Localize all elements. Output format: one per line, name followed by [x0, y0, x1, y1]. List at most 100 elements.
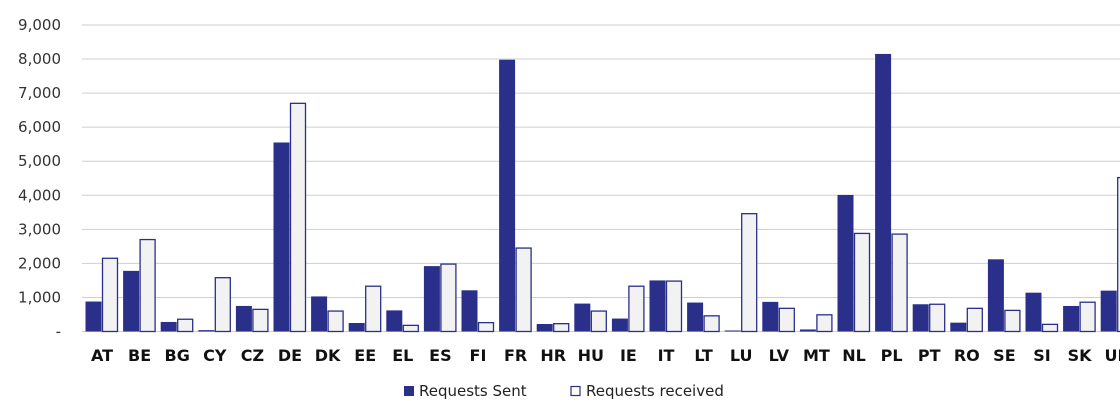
- x-tick-label: SE: [993, 346, 1015, 365]
- bar-requests-sent-mt: [799, 329, 816, 332]
- bars: [85, 53, 1120, 333]
- bar-requests-sent-pt: [912, 304, 929, 332]
- bar-requests-received-de: [289, 102, 307, 333]
- bar-requests-sent-pl: [875, 53, 892, 332]
- x-tick-label: PL: [881, 346, 903, 365]
- bar-requests-received-uk: [1117, 176, 1120, 333]
- bar-requests-sent-lu: [724, 330, 741, 332]
- x-tick-label: BG: [165, 346, 190, 365]
- x-tick-label: EL: [392, 346, 413, 365]
- x-tick-label: LT: [694, 346, 713, 365]
- bar-requests-received-si: [1041, 323, 1059, 333]
- x-tick-label: NL: [842, 346, 866, 365]
- bar-requests-sent-ee: [348, 322, 365, 332]
- bar-requests-sent-fi: [461, 290, 478, 332]
- bar-requests-received-bg: [177, 318, 194, 333]
- bar-requests-sent-se: [987, 259, 1004, 332]
- bar-requests-sent-si: [1025, 292, 1042, 332]
- y-tick-label: 5,000: [18, 152, 61, 170]
- x-tick-label: DK: [315, 346, 341, 365]
- x-tick-label: EE: [354, 346, 376, 365]
- x-tick-label: HU: [578, 346, 604, 365]
- x-tick-label: HR: [540, 346, 566, 365]
- bar-requests-received-cy: [214, 277, 231, 333]
- x-tick-label: UK: [1105, 346, 1120, 365]
- x-tick-label: SK: [1068, 346, 1093, 365]
- bar-requests-sent-ie: [611, 318, 628, 332]
- bar-requests-received-ie: [628, 285, 645, 333]
- x-tick-label: DE: [278, 346, 302, 365]
- bar-requests-received-cz: [252, 308, 269, 333]
- bar-requests-sent-bg: [160, 321, 177, 332]
- bar-requests-received-lu: [741, 213, 758, 333]
- bar-requests-received-fi: [477, 321, 495, 333]
- bar-requests-received-it: [665, 280, 683, 333]
- legend: Requests Sent Requests received: [404, 382, 724, 400]
- legend-swatch-sent: [404, 386, 414, 396]
- bar-requests-sent-be: [123, 270, 140, 332]
- bar-requests-sent-es: [423, 266, 440, 332]
- bar-requests-received-pl: [891, 233, 908, 333]
- legend-swatch-received: [570, 385, 581, 397]
- bar-requests-sent-hu: [574, 303, 591, 332]
- bar-requests-received-pt: [929, 303, 946, 333]
- bar-requests-received-hr: [553, 323, 570, 333]
- bar-requests-received-mt: [816, 314, 833, 333]
- bar-requests-sent-lt: [687, 302, 704, 332]
- y-tick-label: 3,000: [18, 220, 61, 238]
- bar-requests-received-dk: [327, 310, 344, 333]
- x-tick-label: AT: [91, 346, 113, 365]
- bar-requests-received-lt: [703, 315, 720, 333]
- bar-requests-sent-cy: [198, 330, 215, 332]
- bar-requests-received-se: [1004, 309, 1021, 333]
- x-tick-label: ES: [429, 346, 451, 365]
- gridlines: [82, 24, 1120, 332]
- x-tick-label: MT: [803, 346, 830, 365]
- x-tick-label: IT: [658, 346, 675, 365]
- bar-requests-received-el: [402, 324, 419, 333]
- x-tick-label: CY: [203, 346, 227, 365]
- x-tick-label: BE: [128, 346, 151, 365]
- bar-requests-sent-hr: [536, 324, 553, 332]
- y-tick-label: 9,000: [18, 16, 61, 34]
- bar-requests-sent-de: [273, 142, 290, 332]
- bar-requests-sent-nl: [837, 194, 854, 332]
- x-tick-label: LV: [769, 346, 790, 365]
- x-tick-label: IE: [620, 346, 637, 365]
- y-tick-label: 4,000: [18, 186, 61, 204]
- x-tick-label: SI: [1033, 346, 1050, 365]
- bar-requests-received-ro: [966, 307, 983, 333]
- bar-requests-received-be: [139, 238, 156, 333]
- bar-requests-sent-ro: [950, 322, 967, 332]
- legend-label-sent: Requests Sent: [419, 382, 527, 400]
- bar-requests-sent-fr: [499, 59, 516, 332]
- y-tick-label: 1,000: [18, 288, 61, 306]
- bar-requests-received-lv: [778, 307, 795, 333]
- x-tick-label: CZ: [241, 346, 264, 365]
- y-tick-label: -: [56, 323, 61, 341]
- bar-requests-sent-lv: [762, 301, 779, 332]
- bar-requests-sent-uk: [1100, 290, 1117, 332]
- bar-requests-received-hu: [590, 310, 607, 333]
- bar-requests-received-at: [101, 257, 119, 333]
- legend-label-received: Requests received: [586, 382, 724, 400]
- x-tick-label: RO: [954, 346, 980, 365]
- bar-requests-sent-it: [649, 280, 666, 332]
- bar-requests-received-ee: [365, 285, 382, 333]
- bar-requests-sent-el: [386, 310, 403, 332]
- bar-requests-sent-cz: [235, 305, 252, 332]
- x-tick-label: FR: [504, 346, 527, 365]
- x-tick-label: FI: [470, 346, 487, 365]
- bar-requests-received-es: [440, 263, 457, 333]
- bar-requests-sent-sk: [1063, 305, 1080, 332]
- y-tick-label: 6,000: [18, 118, 61, 136]
- y-tick-label: 8,000: [18, 50, 61, 68]
- y-tick-label: 7,000: [18, 84, 61, 102]
- y-axis-ticks: - 1,000 2,000 3,000 4,000 5,000 6,000 7,000 8,00…: [18, 16, 61, 341]
- x-tick-label: PT: [918, 346, 941, 365]
- bar-requests-received-sk: [1079, 301, 1096, 333]
- x-axis-ticks: AT BE BG CY CZ DE DK EE EL ES FI FR HR HU IE IT LT LU LV MT…: [91, 346, 1120, 365]
- bar-requests-sent-at: [85, 301, 102, 332]
- bar-requests-received-fr: [515, 247, 532, 333]
